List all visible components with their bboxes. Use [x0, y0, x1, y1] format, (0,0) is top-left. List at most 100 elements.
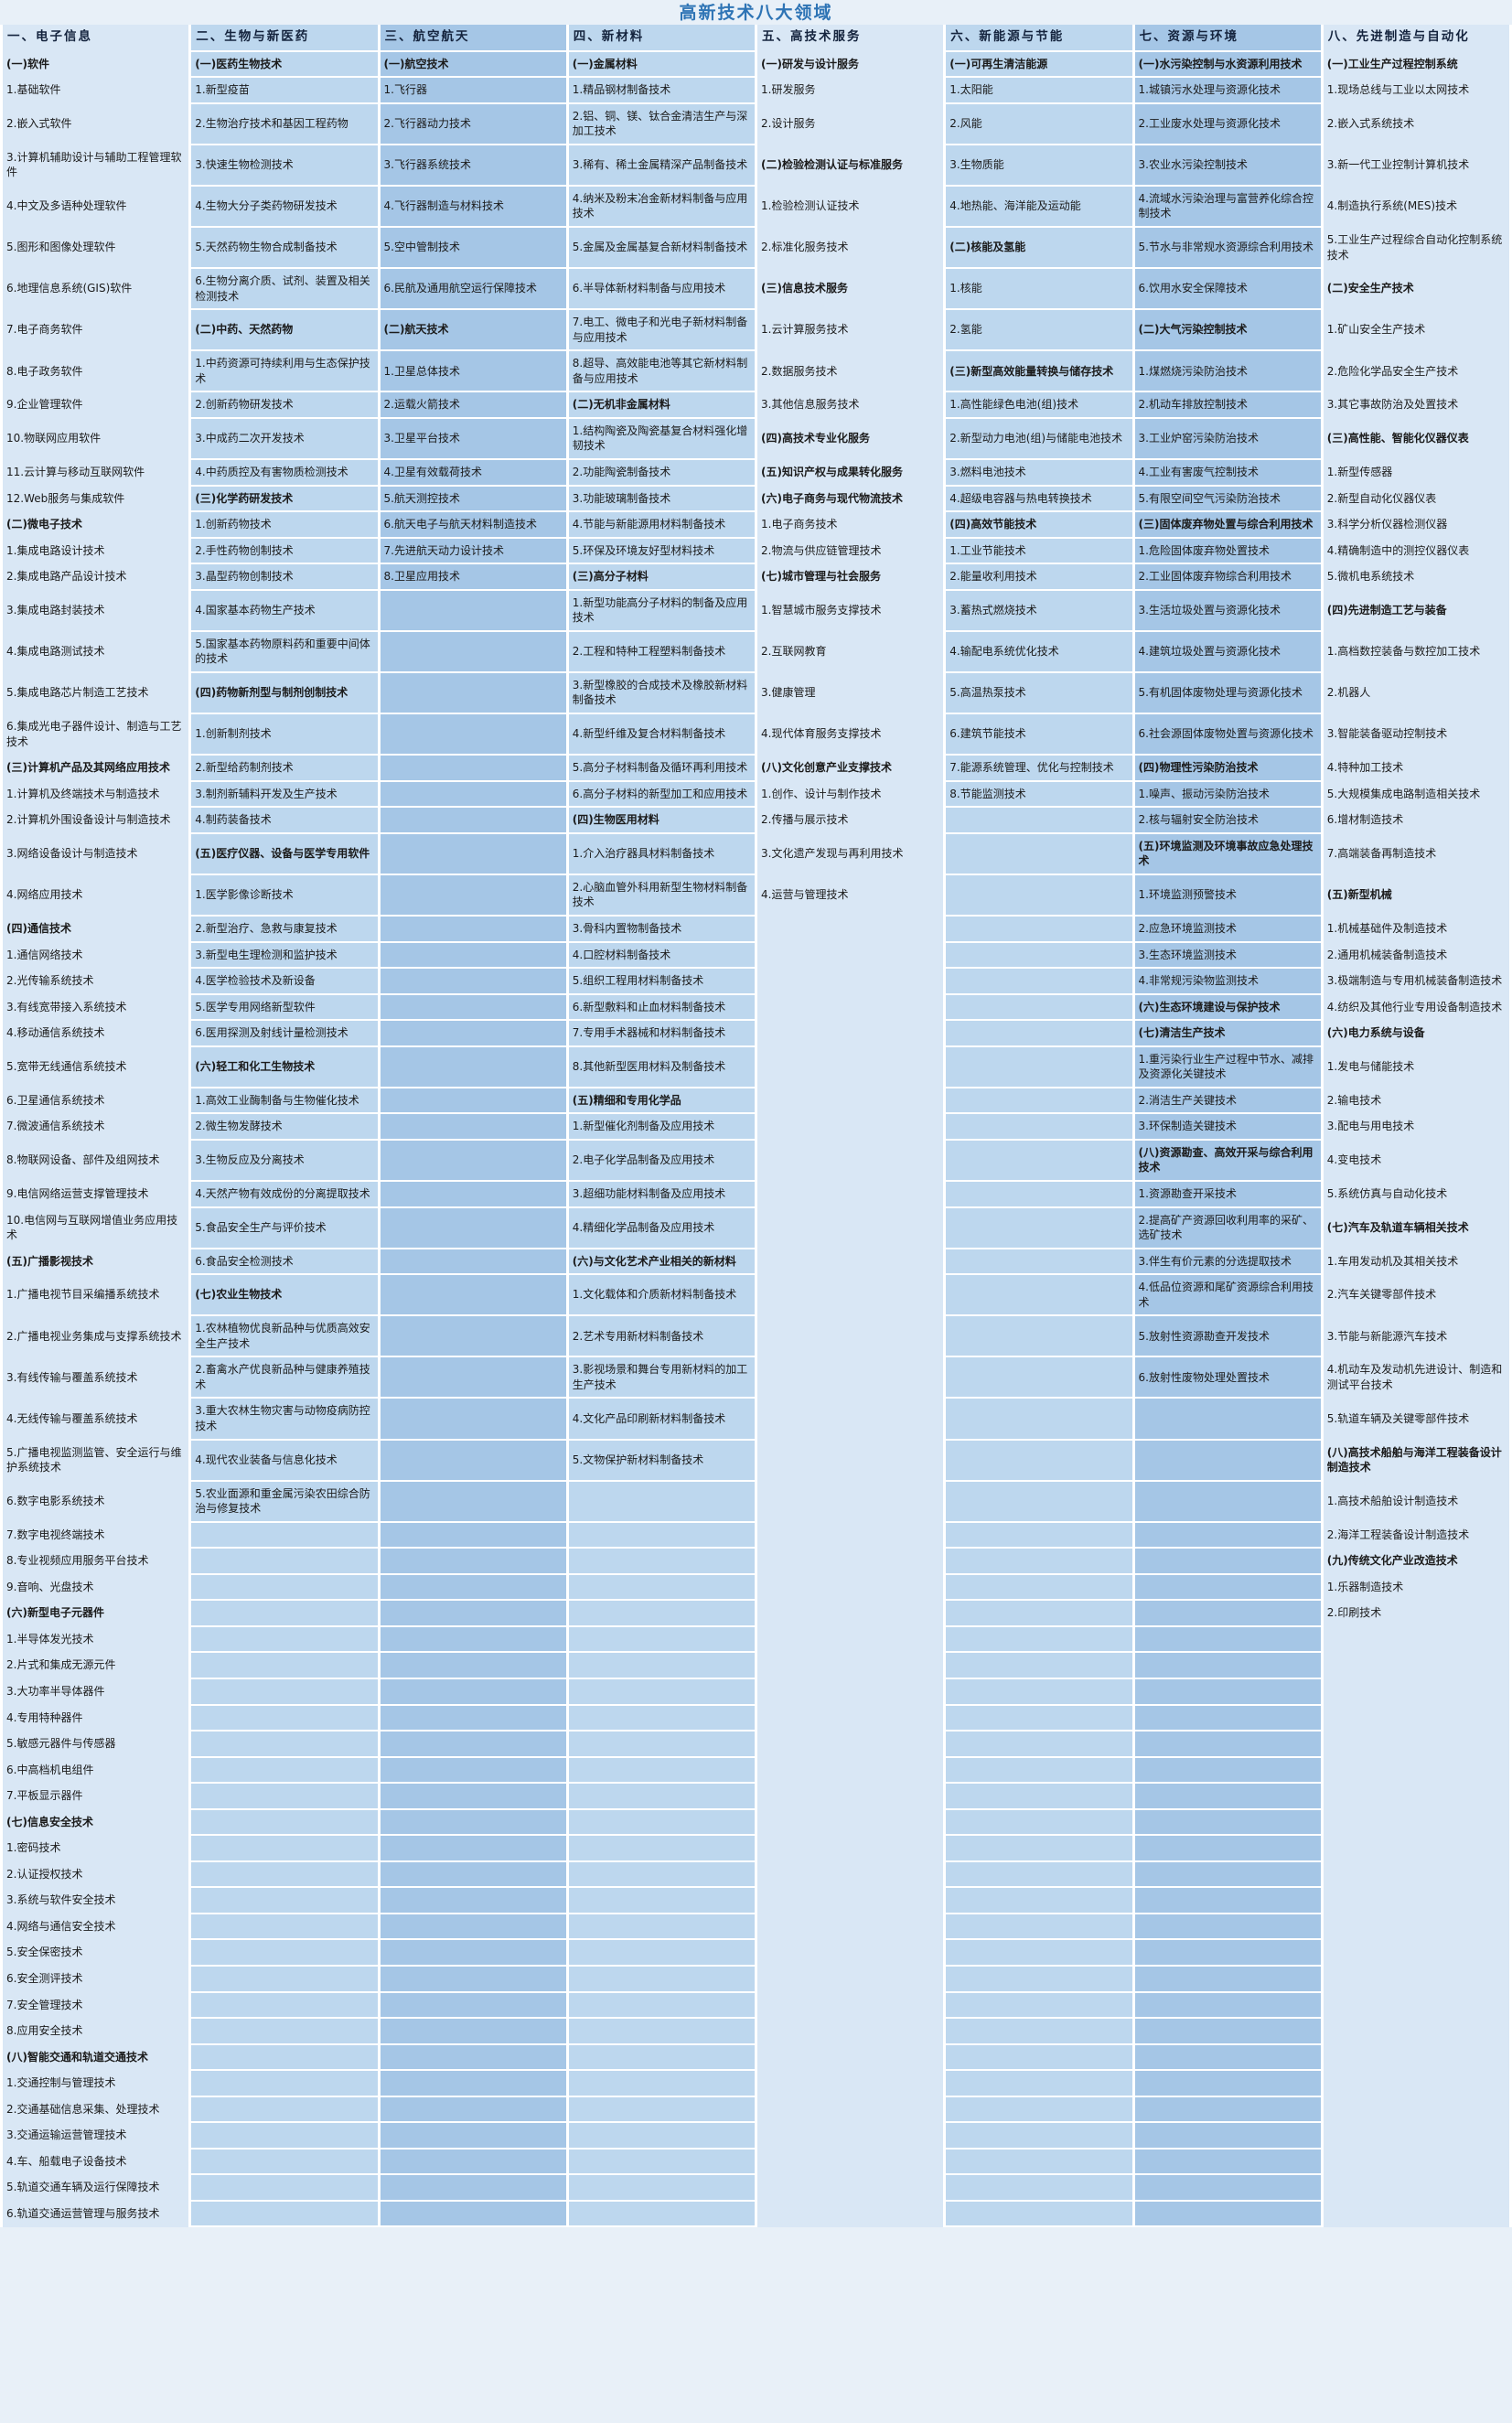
empty-cell [757, 1357, 944, 1399]
item-cell: 3.稀有、稀土金属精深产品制备技术 [568, 145, 755, 187]
item-cell: 4.工业有害废气控制技术 [1134, 460, 1321, 487]
empty-cell [1134, 2044, 1321, 2072]
empty-cell [380, 874, 566, 917]
item-cell: 2.广播电视业务集成与支撑系统技术 [3, 1316, 189, 1358]
item-cell: 6.社会源固体废物处置与资源化技术 [1134, 714, 1321, 756]
empty-cell [946, 1784, 1132, 1810]
item-cell: 7.专用手术器械和材料制备技术 [568, 1021, 755, 1047]
empty-cell [757, 1440, 944, 1482]
empty-cell [757, 1207, 944, 1249]
empty-cell [757, 2149, 944, 2176]
empty-cell [191, 2123, 378, 2150]
empty-cell [380, 2123, 566, 2150]
empty-cell [568, 2123, 755, 2150]
empty-cell [380, 1705, 566, 1732]
table-row: 5.敏感元器件与传感器 [3, 1731, 1509, 1758]
item-cell: 6.生物分离介质、试剂、装置及相关检测技术 [191, 269, 378, 311]
table-row: 8.电子政务软件 1.中药资源可持续利用与生态保护技术 1.卫星总体技术 8.超导、高… [3, 351, 1509, 393]
empty-cell [380, 672, 566, 715]
empty-cell [946, 2201, 1132, 2228]
table-row: 6.安全测评技术 [3, 1967, 1509, 1993]
item-cell: 1.医学影像诊断技术 [191, 874, 378, 917]
empty-cell [380, 1888, 566, 1914]
item-cell: 1.结构陶瓷及陶瓷基复合材料强化增韧技术 [568, 418, 755, 461]
empty-cell [380, 1140, 566, 1182]
item-cell: 6.增材制造技术 [1323, 808, 1509, 834]
empty-cell [757, 2044, 944, 2072]
item-cell: 4.特种加工技术 [1323, 756, 1509, 782]
item-cell: 2.海洋工程装备设计制造技术 [1323, 1522, 1509, 1549]
empty-cell [380, 2175, 566, 2202]
table-row: 3.网络设备设计与制造技术 (五)医疗仪器、设备与医学专用软件 1.介入治疗器具材料… [3, 833, 1509, 875]
table-row: 7.电子商务软件 (二)中药、天然药物 (二)航天技术 7.电工、微电子和光电子新材料… [3, 310, 1509, 352]
empty-cell [1323, 2071, 1509, 2097]
item-cell: 4.车、船载电子设备技术 [3, 2149, 189, 2176]
empty-cell [946, 2071, 1132, 2097]
item-cell: 1.农林植物优良新品种与优质高效安全生产技术 [191, 1316, 378, 1358]
item-cell: 3.伴生有价元素的分选提取技术 [1134, 1249, 1321, 1276]
table-row: 1.密码技术 [3, 1836, 1509, 1862]
empty-cell [380, 1481, 566, 1523]
table-row: 1.交通控制与管理技术 [3, 2071, 1509, 2097]
empty-cell [568, 1481, 755, 1523]
empty-cell [380, 833, 566, 875]
empty-cell [1323, 2096, 1509, 2124]
item-cell: 7.电工、微电子和光电子新材料制备与应用技术 [568, 310, 755, 352]
empty-cell [568, 1967, 755, 1993]
item-cell: 4.现代体育服务支撑技术 [757, 714, 944, 756]
item-cell: 2.计算机外围设备设计与制造技术 [3, 808, 189, 834]
section-cell: (三)高分子材料 [568, 564, 755, 591]
section-cell: (七)城市管理与社会服务 [757, 564, 944, 591]
section-cell: (二)无机非金属材料 [568, 392, 755, 419]
empty-cell [380, 631, 566, 673]
table-row: 1.通信网络技术 3.新型电生理检测和监护技术 4.口腔材料制备技术 3.生态环境监测… [3, 942, 1509, 970]
item-cell: 2.设计服务 [757, 103, 944, 145]
empty-cell [946, 1088, 1132, 1115]
item-cell: 4.中文及多语种处理软件 [3, 186, 189, 228]
item-cell: 6.半导体新材料制备与应用技术 [568, 269, 755, 311]
empty-cell [946, 2175, 1132, 2202]
item-cell: 5.宽带无线通信系统技术 [3, 1046, 189, 1088]
item-cell: 9.电信网络运营支撑管理技术 [3, 1181, 189, 1208]
table-row: 5.安全保密技术 [3, 1940, 1509, 1967]
item-cell: 3.生物质能 [946, 145, 1132, 187]
empty-cell [380, 994, 566, 1022]
empty-cell [1323, 1888, 1509, 1914]
empty-cell [568, 1731, 755, 1758]
empty-cell [191, 1836, 378, 1862]
empty-cell [380, 1181, 566, 1208]
field-header: 四、新材料 [568, 25, 755, 52]
item-cell: 3.配电与用电技术 [1323, 1114, 1509, 1141]
item-cell: 4.流域水污染治理与富营养化综合控制技术 [1134, 186, 1321, 228]
item-cell: 4.移动通信系统技术 [3, 1021, 189, 1047]
item-cell: 1.城镇污水处理与资源化技术 [1134, 78, 1321, 104]
item-cell: 2.危险化学品安全生产技术 [1323, 351, 1509, 393]
item-cell: 1.基础软件 [3, 78, 189, 104]
section-cell: (八)智能交通和轨道交通技术 [3, 2044, 189, 2072]
section-cell: (四)高技术专业化服务 [757, 418, 944, 461]
empty-cell [568, 2044, 755, 2072]
empty-cell [568, 1836, 755, 1862]
table-row: 8.专业视频应用服务平台技术 (九)传统文化产业改造技术 [3, 1549, 1509, 1575]
item-cell: 5.有机固体废物处理与资源化技术 [1134, 672, 1321, 715]
empty-cell [946, 969, 1132, 995]
empty-cell [946, 1207, 1132, 1249]
item-cell: 4.国家基本药物生产技术 [191, 590, 378, 632]
item-cell: 1.中药资源可持续利用与生态保护技术 [191, 351, 378, 393]
item-cell: 1.广播电视节目采编播系统技术 [3, 1275, 189, 1317]
table-row: (七)信息安全技术 [3, 1809, 1509, 1837]
item-cell: 3.网络设备设计与制造技术 [3, 833, 189, 875]
item-cell: 2.机器人 [1323, 672, 1509, 715]
empty-cell [946, 1021, 1132, 1047]
item-cell: 5.轨道交通车辆及运行保障技术 [3, 2175, 189, 2202]
item-cell: 7.先进航天动力设计技术 [380, 538, 566, 565]
item-cell: 2.功能陶瓷制备技术 [568, 460, 755, 487]
empty-cell [757, 1574, 944, 1602]
item-cell: 4.中药质控及有害物质检测技术 [191, 460, 378, 487]
item-cell: 5.轨道车辆及关键零部件技术 [1323, 1399, 1509, 1441]
item-cell: 1.高档数控装备与数控加工技术 [1323, 631, 1509, 673]
table-row: 8.应用安全技术 [3, 2019, 1509, 2045]
empty-cell [757, 1626, 944, 1654]
item-cell: 6.新型敷料和止血材料制备技术 [568, 994, 755, 1022]
item-cell: 3.集成电路封装技术 [3, 590, 189, 632]
